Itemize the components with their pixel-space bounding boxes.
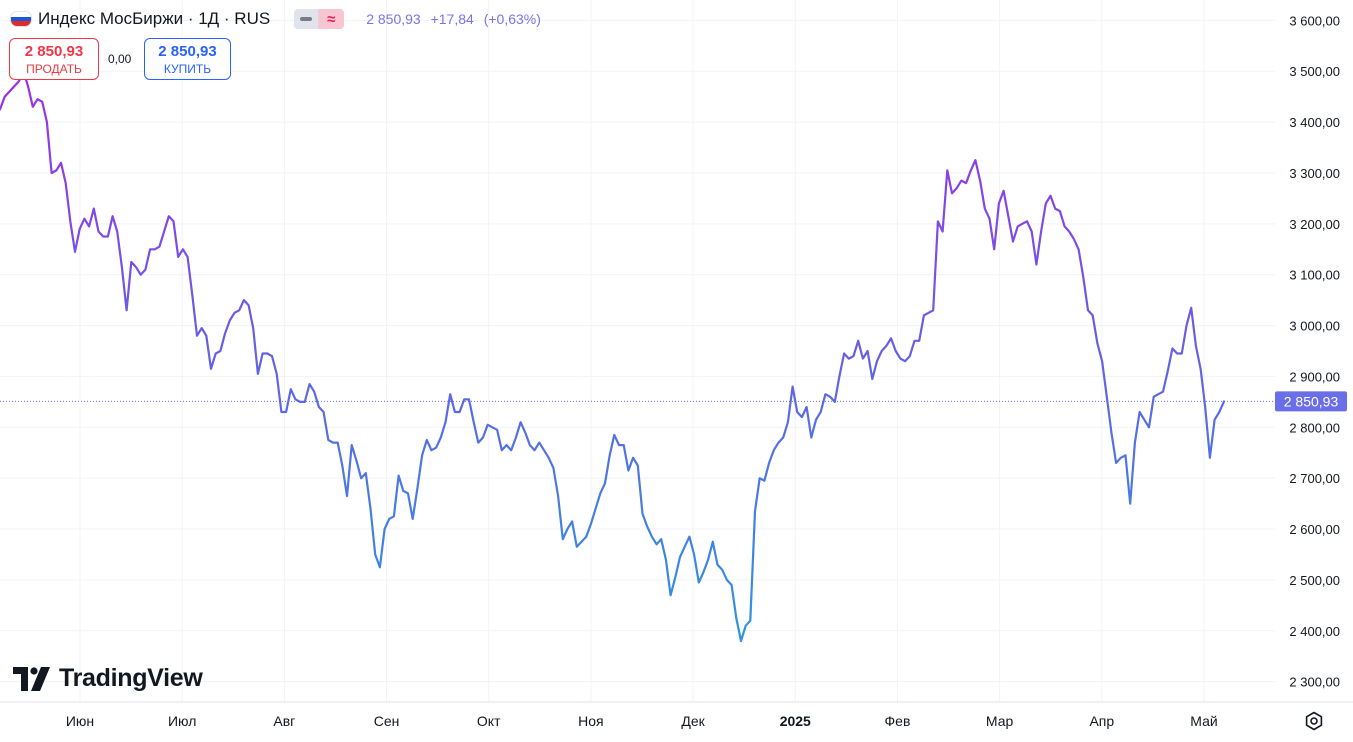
settings-icon[interactable] bbox=[1304, 711, 1324, 731]
y-tick-label: 2 700,00 bbox=[1289, 471, 1340, 486]
x-tick-label: 2025 bbox=[780, 713, 811, 729]
sell-label: ПРОДАТЬ bbox=[26, 62, 82, 76]
chart-style-toggle[interactable]: ≈ bbox=[294, 9, 345, 29]
x-tick-label: Авг bbox=[273, 713, 295, 729]
y-tick-label: 3 000,00 bbox=[1289, 319, 1340, 334]
approx-icon[interactable]: ≈ bbox=[318, 9, 345, 29]
x-tick-label: Июн bbox=[66, 713, 94, 729]
last-price-label: 2 850,93 bbox=[1275, 391, 1347, 412]
y-tick-label: 3 200,00 bbox=[1289, 217, 1340, 232]
y-tick-label: 2 900,00 bbox=[1289, 369, 1340, 384]
minus-icon[interactable] bbox=[294, 9, 319, 29]
x-tick-label: Мар bbox=[986, 713, 1014, 729]
buy-label: КУПИТЬ bbox=[163, 62, 212, 76]
y-tick-label: 3 500,00 bbox=[1289, 64, 1340, 79]
quote-price: 2 850,93 bbox=[366, 11, 421, 27]
quote-change-pct: (+0,63%) bbox=[483, 11, 541, 27]
y-tick-label: 2 400,00 bbox=[1289, 624, 1340, 639]
y-tick-label: 3 400,00 bbox=[1289, 115, 1340, 130]
x-tick-label: Май bbox=[1190, 713, 1217, 729]
grid-lines bbox=[0, 0, 1275, 702]
series-line bbox=[0, 70, 1226, 643]
spread-value: 0,00 bbox=[108, 52, 132, 66]
tradingview-logo[interactable]: TradingView bbox=[13, 664, 203, 693]
y-tick-label: 2 500,00 bbox=[1289, 573, 1340, 588]
quote-change: +17,84 bbox=[430, 11, 474, 27]
x-tick-label: Дек bbox=[681, 713, 705, 729]
price-axis[interactable]: 2 300,00 2 400,00 2 500,00 2 600,00 2 700,00… bbox=[1289, 13, 1340, 689]
russia-flag-icon bbox=[10, 11, 32, 27]
y-tick-label: 3 100,00 bbox=[1289, 268, 1340, 283]
symbol-title[interactable]: Индекс МосБиржи · 1Д · RUS bbox=[38, 9, 271, 28]
last-price-text: 2 850,93 bbox=[1284, 393, 1339, 409]
x-tick-label: Окт bbox=[477, 713, 501, 729]
sell-price: 2 850,93 bbox=[24, 43, 84, 60]
y-tick-label: 2 300,00 bbox=[1289, 675, 1340, 690]
y-tick-label: 2 600,00 bbox=[1289, 522, 1340, 537]
x-tick-label: Фев bbox=[885, 713, 911, 729]
buy-button[interactable]: 2 850,93 КУПИТЬ bbox=[144, 38, 231, 80]
symbol-header: Индекс МосБиржи · 1Д · RUS ≈ 2 850,93 +1… bbox=[10, 8, 547, 30]
x-tick-label: Апр bbox=[1089, 713, 1114, 729]
quote-line: 2 850,93 +17,84 (+0,63%) bbox=[366, 11, 547, 27]
x-tick-label: Ноя bbox=[578, 713, 603, 729]
tradingview-logo-icon bbox=[13, 666, 50, 691]
x-tick-label: Июл bbox=[168, 713, 196, 729]
time-axis[interactable]: Июн Июл Авг Сен Окт Ноя Дек 2025 Фев Мар Апр Май bbox=[66, 713, 1218, 729]
y-tick-label: 2 800,00 bbox=[1289, 420, 1340, 435]
sell-button[interactable]: 2 850,93 ПРОДАТЬ bbox=[9, 38, 99, 80]
y-tick-label: 3 300,00 bbox=[1289, 166, 1340, 181]
x-tick-label: Сен bbox=[374, 713, 400, 729]
buy-price: 2 850,93 bbox=[158, 43, 217, 60]
tradingview-logo-text: TradingView bbox=[59, 664, 203, 692]
y-tick-label: 3 600,00 bbox=[1289, 13, 1340, 28]
